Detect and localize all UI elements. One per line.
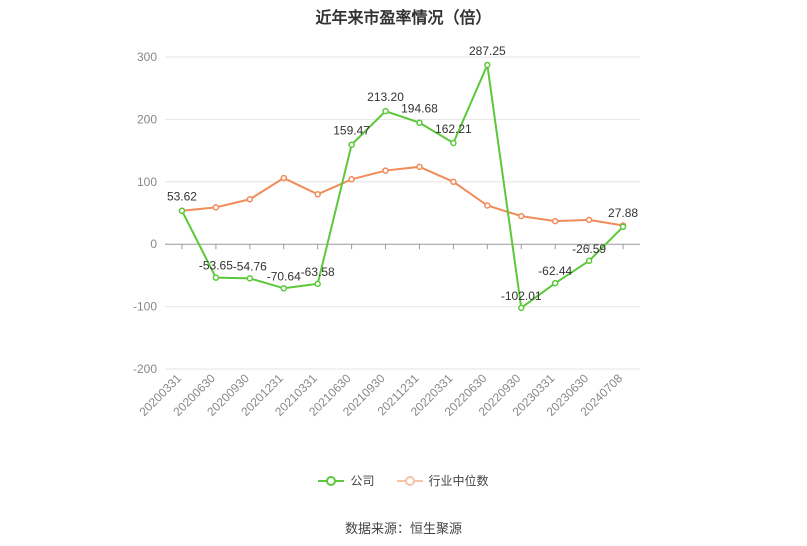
data-point-industry-median — [518, 212, 525, 220]
data-label: -70.64 — [267, 269, 301, 283]
y-tick-label: 0 — [150, 237, 157, 251]
data-point-company — [450, 139, 457, 147]
data-label: 53.62 — [167, 190, 197, 204]
data-label: -26.59 — [572, 242, 606, 256]
data-point-industry-median — [246, 196, 254, 203]
chart-title: 近年来市盈率情况（倍） — [315, 10, 492, 27]
data-label: -62.44 — [538, 264, 572, 278]
data-label: -102.01 — [501, 289, 542, 303]
data-point-company — [246, 275, 254, 282]
data-label: -54.76 — [233, 259, 267, 273]
data-point-company — [314, 280, 321, 288]
data-point-company — [585, 257, 593, 265]
data-label: 27.88 — [608, 206, 638, 220]
data-point-company — [551, 279, 559, 287]
data-point-industry-median — [450, 178, 457, 186]
series-line-company — [181, 61, 624, 310]
data-point-industry-median — [416, 163, 423, 171]
legend-marker-industry-median — [396, 475, 423, 486]
series-line-industry-median — [181, 165, 624, 227]
data-point-company — [518, 304, 525, 312]
legend-marker-company — [318, 475, 345, 486]
data-label: 213.20 — [367, 90, 404, 104]
legend: 公司 行业中位数 — [0, 472, 807, 489]
y-tick-label: -200 — [133, 362, 157, 376]
data-label: 287.25 — [469, 44, 506, 58]
y-tick-label: -100 — [133, 300, 157, 314]
data-point-industry-median — [212, 204, 220, 211]
data-source: 数据来源：恒生聚源 — [344, 521, 462, 536]
data-point-industry-median — [348, 176, 355, 183]
legend-item-company[interactable]: 公司 — [318, 472, 375, 489]
data-point-industry-median — [484, 202, 491, 209]
legend-label-company: 公司 — [350, 474, 375, 488]
data-label: 159.47 — [333, 124, 370, 138]
data-point-company — [619, 223, 627, 231]
data-point-company — [280, 285, 287, 292]
y-tick-label: 200 — [137, 112, 157, 126]
data-point-company — [178, 207, 186, 214]
legend-item-industry-median[interactable]: 行业中位数 — [396, 472, 489, 489]
legend-label-industry-median: 行业中位数 — [428, 474, 489, 488]
data-label: -63.58 — [301, 265, 335, 279]
data-label: 162.21 — [435, 122, 472, 136]
data-point-company — [348, 141, 355, 148]
data-label: 194.68 — [401, 102, 438, 116]
data-point-company — [484, 61, 491, 69]
data-point-industry-median — [382, 167, 389, 174]
data-point-industry-median — [314, 191, 321, 198]
data-point-industry-median — [280, 174, 287, 182]
data-point-industry-median — [551, 217, 559, 225]
data-label: -53.65 — [199, 259, 233, 273]
y-tick-label: 100 — [137, 175, 157, 189]
line-chart: -200-10001002003002020033120200630202009… — [133, 44, 640, 419]
data-point-company — [212, 274, 220, 281]
data-point-company — [382, 107, 389, 115]
data-point-industry-median — [585, 216, 593, 224]
y-tick-label: 300 — [137, 50, 157, 64]
data-point-company — [416, 119, 423, 126]
